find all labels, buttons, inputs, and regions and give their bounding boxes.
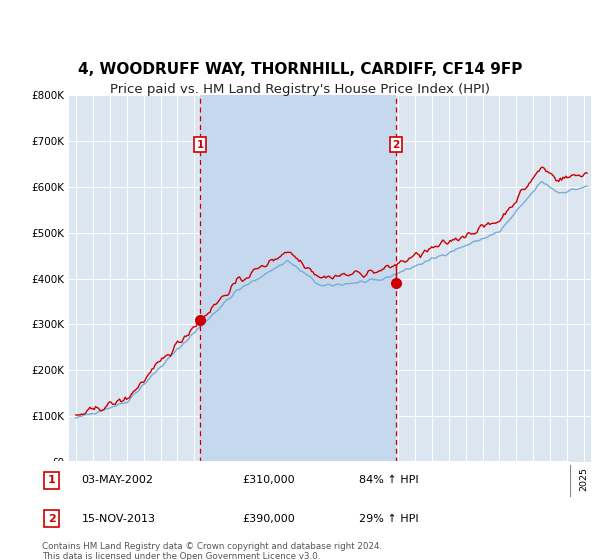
Text: 1: 1 [47,475,55,486]
Text: Contains HM Land Registry data © Crown copyright and database right 2024.
This d: Contains HM Land Registry data © Crown c… [42,542,382,560]
Text: Price paid vs. HM Land Registry's House Price Index (HPI): Price paid vs. HM Land Registry's House … [110,83,490,96]
Text: HPI: Average price, detached house, Cardiff: HPI: Average price, detached house, Card… [82,483,299,493]
Text: £390,000: £390,000 [242,514,295,524]
Text: 4, WOODRUFF WAY, THORNHILL, CARDIFF, CF14 9FP: 4, WOODRUFF WAY, THORNHILL, CARDIFF, CF1… [78,62,522,77]
Text: 15-NOV-2013: 15-NOV-2013 [82,514,155,524]
Text: 29% ↑ HPI: 29% ↑ HPI [359,514,418,524]
Text: 2: 2 [392,139,400,150]
Text: 2: 2 [47,514,55,524]
Text: 1: 1 [197,139,204,150]
Bar [200,95,396,462]
Text: 4, WOODRUFF WAY, THORNHILL, CARDIFF, CF14 9FP (detached house): 4, WOODRUFF WAY, THORNHILL, CARDIFF, CF1… [82,468,434,478]
Text: £310,000: £310,000 [242,475,295,486]
Text: 03-MAY-2002: 03-MAY-2002 [82,475,154,486]
Text: 84% ↑ HPI: 84% ↑ HPI [359,475,418,486]
